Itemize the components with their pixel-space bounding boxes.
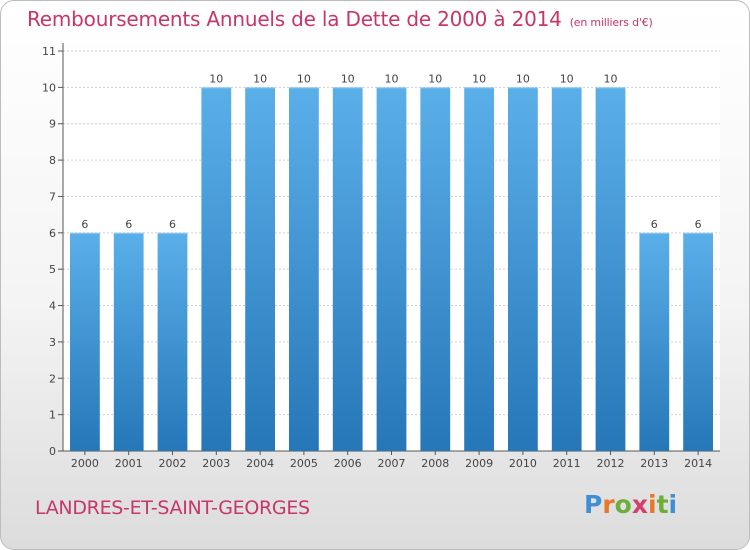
- bar-2001: [113, 232, 144, 451]
- bar-2008: [420, 87, 451, 451]
- data-label: 10: [209, 72, 223, 85]
- bar-2012: [595, 87, 626, 451]
- x-tick-label: 2009: [465, 457, 493, 470]
- x-tick-label: 2010: [509, 457, 537, 470]
- y-tick-label: 8: [49, 154, 56, 167]
- y-tick-label: 11: [42, 45, 56, 58]
- y-tick-label: 9: [49, 118, 56, 131]
- bar-2014: [683, 232, 713, 451]
- y-tick-label: 1: [49, 409, 56, 422]
- y-tick-label: 10: [42, 81, 56, 94]
- bar-2009: [464, 87, 494, 451]
- data-label: 10: [428, 72, 442, 85]
- data-label: 10: [253, 72, 267, 85]
- y-tick-label: 6: [49, 227, 56, 240]
- y-tick-label: 5: [49, 263, 56, 276]
- x-tick-label: 2014: [684, 457, 712, 470]
- bar-2004: [245, 87, 275, 451]
- bar-2003: [201, 87, 232, 451]
- bar-2010: [508, 87, 538, 451]
- data-label: 10: [472, 72, 486, 85]
- data-label: 10: [341, 72, 355, 85]
- x-tick-label: 2006: [334, 457, 362, 470]
- data-label: 6: [695, 218, 702, 231]
- x-tick-label: 2008: [421, 457, 449, 470]
- data-label: 10: [516, 72, 530, 85]
- bar-2002: [157, 232, 188, 451]
- chart-title: Remboursements Annuels de la Dette de 20…: [27, 7, 653, 31]
- data-label: 10: [297, 72, 311, 85]
- y-tick-label: 3: [49, 336, 56, 349]
- data-label: 6: [651, 218, 658, 231]
- proxiti-logo: Proxiti: [584, 490, 678, 519]
- x-tick-label: 2004: [246, 457, 274, 470]
- x-tick-label: 2013: [640, 457, 668, 470]
- x-tick-label: 2003: [202, 457, 230, 470]
- data-label: 10: [385, 72, 399, 85]
- y-tick-label: 7: [49, 190, 56, 203]
- bar-2013: [639, 232, 670, 451]
- x-tick-label: 2000: [71, 457, 99, 470]
- bar-2006: [332, 87, 363, 451]
- x-tick-label: 2007: [378, 457, 406, 470]
- data-label: 6: [125, 218, 132, 231]
- bar-2011: [551, 87, 582, 451]
- y-tick-label: 2: [49, 372, 56, 385]
- data-label: 10: [604, 72, 618, 85]
- title-text: Remboursements Annuels de la Dette de 20…: [27, 7, 562, 31]
- x-tick-label: 2012: [597, 457, 625, 470]
- x-tick-label: 2002: [159, 457, 187, 470]
- data-label: 10: [560, 72, 574, 85]
- x-tick-label: 2011: [553, 457, 581, 470]
- bar-2000: [70, 232, 100, 451]
- y-tick-label: 4: [49, 300, 56, 313]
- bar-2007: [376, 87, 407, 451]
- x-tick-label: 2005: [290, 457, 318, 470]
- data-label: 6: [169, 218, 176, 231]
- location-name: LANDRES-ET-SAINT-GEORGES: [35, 497, 310, 519]
- bar-2005: [289, 87, 319, 451]
- y-tick-label: 0: [49, 445, 56, 458]
- data-label: 6: [81, 218, 88, 231]
- title-unit: (en milliers d'€): [569, 16, 653, 29]
- x-tick-label: 2001: [115, 457, 143, 470]
